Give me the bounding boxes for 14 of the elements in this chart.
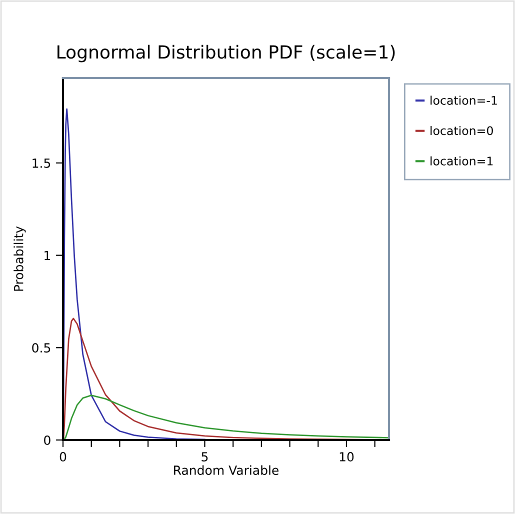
chart-title: Lognormal Distribution PDF (scale=1) <box>58 44 395 62</box>
legend-label: location=-1 <box>430 96 497 105</box>
x-axis-title: Random Variable <box>174 465 278 475</box>
y-tick-label: 0.5 <box>32 343 50 353</box>
x-tick-label: 5 <box>202 452 208 462</box>
line-series <box>63 108 206 440</box>
y-axis-title: Probability <box>14 226 26 291</box>
y-tick-label: 0 <box>44 435 50 445</box>
y-tick-label: 1 <box>44 250 50 260</box>
x-tick-label: 0 <box>60 452 66 462</box>
y-tick-label: 1.5 <box>32 158 50 168</box>
legend-label: location=0 <box>430 126 493 136</box>
x-tick-label: 10 <box>340 452 354 462</box>
legend-label: location=1 <box>430 156 493 166</box>
